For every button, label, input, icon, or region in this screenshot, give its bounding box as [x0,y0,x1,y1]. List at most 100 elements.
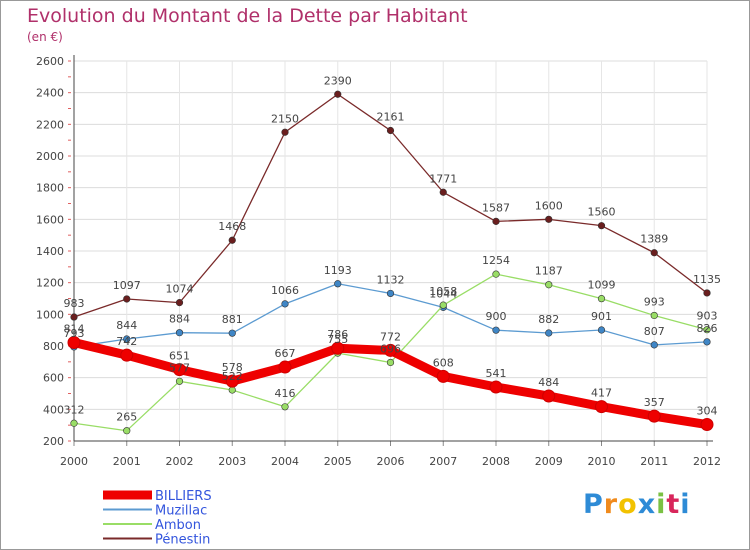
data-label: 983 [64,297,85,310]
data-label: 1193 [324,264,352,277]
x-tick-label: 2006 [377,455,405,468]
data-point [386,289,395,298]
data-point [439,301,447,309]
data-label: 881 [222,313,243,326]
data-point [595,400,608,414]
y-tick-label: 2400 [36,87,64,100]
data-point [492,217,500,225]
data-point [281,403,289,411]
data-point [439,188,447,196]
data-label: 577 [169,361,190,374]
legend-label: Ambon [155,518,201,533]
data-label: 2150 [271,112,299,125]
y-tick-label: 2000 [36,150,64,163]
data-point [175,329,184,337]
logo-letter: x [637,489,657,520]
data-point [703,338,711,346]
data-label: 312 [64,403,85,416]
data-label: 265 [116,411,137,424]
data-label: 742 [116,335,137,348]
data-point [225,374,239,388]
proxiti-logo: Proxiti [583,489,691,520]
data-label: 1771 [429,172,457,185]
chart-unit: (en €) [27,30,63,44]
data-label: 522 [222,370,243,383]
data-label: 484 [538,376,559,389]
y-tick-label: 1800 [36,182,64,195]
data-label: 696 [380,342,401,355]
y-tick-label: 1600 [36,213,64,226]
data-label: 417 [591,387,612,400]
data-label: 882 [538,313,559,326]
data-label: 1389 [640,233,668,246]
data-label: 1560 [588,206,616,219]
data-point [384,343,397,357]
data-label: 772 [380,330,401,343]
data-label: 786 [327,328,348,341]
y-tick-label: 400 [43,403,64,416]
data-point [489,380,503,394]
data-point [175,377,184,385]
data-label: 814 [64,323,85,336]
legend-label: Pénestin [155,533,210,548]
data-label: 1058 [429,285,457,298]
x-tick-label: 2002 [166,455,194,468]
data-point [334,90,342,98]
data-label: 1074 [166,283,194,296]
data-point [647,409,661,423]
data-point [492,270,500,278]
data-point [123,427,131,435]
data-point [597,295,606,303]
data-label: 826 [697,322,718,335]
data-point [650,311,658,320]
data-label: 1099 [588,279,616,292]
data-label: 993 [644,295,665,308]
y-tick-label: 200 [43,435,64,448]
data-label: 608 [433,356,454,369]
data-label: 2390 [324,74,352,87]
x-tick-label: 2001 [113,455,141,468]
data-point [545,329,553,337]
series-lines [67,90,714,435]
x-tick-label: 2003 [218,455,246,468]
data-point [228,329,236,337]
data-point [436,369,450,383]
data-point [545,215,553,223]
data-point [70,313,78,321]
y-tick-label: 800 [43,340,64,353]
x-tick-label: 2009 [535,455,563,468]
x-tick-label: 2000 [60,455,88,468]
data-label: 903 [697,310,718,323]
chart-title: Evolution du Montant de la Dette par Hab… [27,5,468,27]
data-point [228,386,236,394]
logo-letter: i [680,489,691,520]
data-label: 1187 [535,265,563,278]
axes: 200 400 600 800 1000 1200 1400 1600 1800 2000 2200… [36,55,721,468]
data-point [700,418,714,432]
data-point [650,341,658,349]
data-label: 416 [275,387,296,400]
logo-letter: P [583,489,604,520]
data-point [597,222,606,230]
y-tick-label: 1400 [36,245,64,258]
logo-letter: r [603,489,619,520]
data-label: 1044 [429,287,457,300]
data-label: 793 [64,327,85,340]
data-point [545,281,553,289]
y-tick-label: 1000 [36,308,64,321]
data-point [70,419,78,427]
data-point [703,289,711,297]
data-point [123,295,131,303]
data-point [120,348,134,362]
data-label: 900 [486,310,507,323]
data-label: 844 [116,319,137,332]
data-label: 1066 [271,284,299,297]
x-tick-label: 2012 [693,455,721,468]
x-tick-label: 2004 [271,455,299,468]
data-label: 304 [697,405,718,418]
logo-letter: o [618,489,638,520]
data-label: 578 [222,361,243,374]
